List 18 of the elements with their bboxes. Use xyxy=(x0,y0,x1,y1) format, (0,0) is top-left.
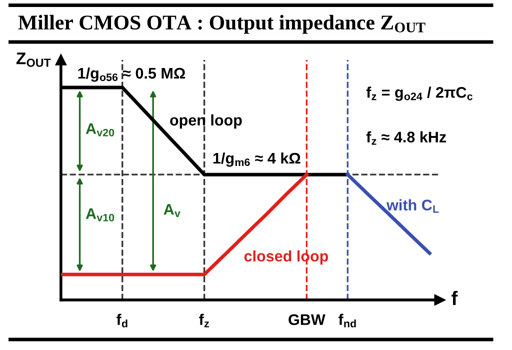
x-tick-label: f$_{z}$ xyxy=(199,314,209,328)
chart-title: Miller CMOS OTA : Output impedance Z$_{OUT}$ xyxy=(18,14,426,34)
text: $_{z}$ = g$_{o24}$ / 2πC$_{c}$ xyxy=(372,86,473,101)
annotation: A$_{v10}$ xyxy=(86,208,114,222)
y-axis-title: Z$_{OUT}$ xyxy=(16,52,51,67)
x-axis-title: f xyxy=(366,86,372,98)
series-label: open loop xyxy=(170,114,242,129)
text: 1/g$_{o56}$ ≈ 0.5 MΩ xyxy=(78,67,186,82)
series-label: with C$_{L}$ xyxy=(386,199,439,213)
annotation: A$_{v20}$ xyxy=(86,123,114,136)
annotation: 1/g$_{m6}$ ≈ 4 kΩ xyxy=(213,152,300,167)
text: f xyxy=(452,290,458,305)
x-tick-label: f$_{nd}$ xyxy=(338,314,356,328)
x-tick-label: GBW xyxy=(288,314,326,326)
annotation: A$_{v}$ xyxy=(164,204,180,218)
series-label: closed loop xyxy=(244,250,328,265)
annotation: f$_{z}$ ≈ 4.8 kHz xyxy=(366,131,446,145)
x-tick-label: f$_{d}$ xyxy=(116,314,128,328)
